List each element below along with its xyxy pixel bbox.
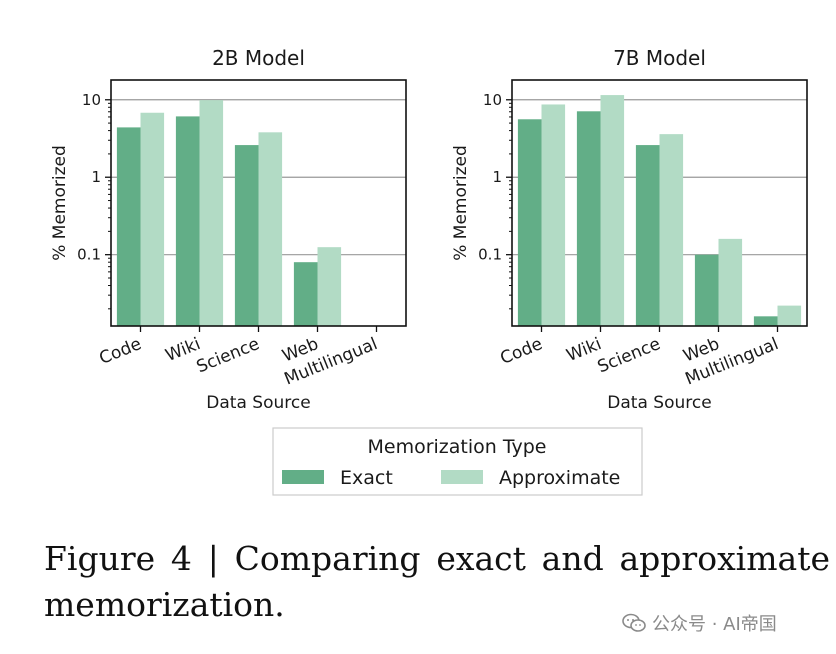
y-tick-label: 10 bbox=[483, 91, 502, 109]
legend-swatch-exact bbox=[282, 470, 324, 484]
bar-approximate-web bbox=[317, 247, 342, 326]
bar-exact-science bbox=[635, 145, 660, 326]
x-tick-label: Code bbox=[498, 334, 546, 369]
x-axis-label: Data Source bbox=[607, 393, 711, 413]
y-tick-label: 10 bbox=[82, 91, 101, 109]
bar-approximate-wiki bbox=[600, 95, 625, 326]
bar-approximate-science bbox=[258, 132, 283, 326]
watermark-text: 公众号 · AI帝国 bbox=[652, 614, 777, 635]
legend-title: Memorization Type bbox=[368, 436, 547, 458]
x-tick-label: Science bbox=[595, 334, 664, 377]
figure-caption: Figure 4 | Comparing exact and approxima… bbox=[44, 539, 830, 624]
legend-label-exact: Exact bbox=[340, 467, 393, 489]
y-axis-label: % Memorized bbox=[451, 145, 471, 261]
bar-exact-wiki bbox=[175, 116, 200, 326]
axes-frame bbox=[511, 79, 808, 327]
watermark: 公众号 · AI帝国 bbox=[622, 610, 777, 636]
bar-approximate-wiki bbox=[199, 100, 224, 327]
x-axis-label: Data Source bbox=[206, 393, 310, 413]
legend-box bbox=[272, 427, 643, 496]
x-tick-label: Code bbox=[97, 334, 145, 369]
bar-approximate-multilingual bbox=[777, 305, 802, 326]
y-tick-label: 1 bbox=[492, 168, 502, 186]
bar-approximate-web bbox=[718, 238, 743, 326]
bar-exact-code bbox=[517, 119, 542, 326]
bar-approximate-science bbox=[659, 134, 684, 326]
y-axis-label: % Memorized bbox=[50, 145, 70, 261]
bar-exact-wiki bbox=[576, 111, 601, 326]
bar-exact-science bbox=[234, 145, 259, 326]
axes-frame bbox=[110, 79, 407, 327]
bar-approximate-code bbox=[541, 104, 566, 326]
bar-exact-web bbox=[293, 262, 318, 326]
legend-swatch-approximate bbox=[441, 470, 483, 484]
chart-title: 2B Model bbox=[212, 46, 305, 70]
bar-exact-code bbox=[116, 127, 141, 327]
legend-label-approximate: Approximate bbox=[499, 467, 620, 489]
y-tick-label: 0.1 bbox=[77, 246, 101, 264]
y-tick-label: 1 bbox=[91, 168, 101, 186]
bar-approximate-code bbox=[140, 112, 165, 326]
bar-exact-web bbox=[694, 254, 719, 326]
bar-exact-multilingual bbox=[753, 316, 778, 326]
y-tick-label: 0.1 bbox=[478, 246, 502, 264]
x-tick-label: Science bbox=[194, 334, 263, 377]
wechat-icon bbox=[622, 613, 646, 632]
chart-title: 7B Model bbox=[613, 46, 706, 70]
legend: Memorization Type Exact Approximate bbox=[272, 427, 643, 496]
